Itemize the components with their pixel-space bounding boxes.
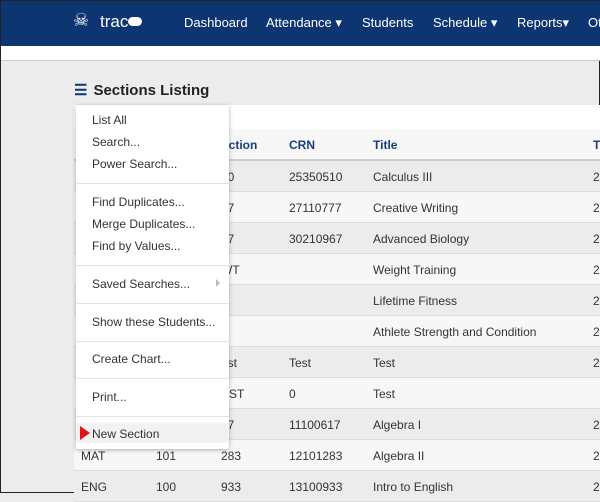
cell-t: 2 — [593, 294, 600, 308]
cell-title: Advanced Biology — [373, 232, 470, 246]
menu-divider — [76, 303, 229, 304]
cell-crn: 0 — [289, 387, 296, 401]
cell-c1: ENG — [81, 480, 108, 494]
menu-list-all[interactable]: List All — [92, 113, 127, 127]
cell-crn: 12101283 — [289, 449, 343, 463]
page-title: ☰ Sections Listing — [74, 81, 209, 99]
trac-logo-icon[interactable]: ☠ — [73, 10, 90, 30]
cell-t: 2 — [593, 170, 600, 184]
cell-c2: 100 — [156, 480, 177, 494]
menu-divider — [76, 341, 229, 342]
cell-title: Test — [373, 387, 396, 401]
col-crn[interactable]: CRN — [289, 138, 315, 152]
page-title-text: Sections Listing — [93, 82, 210, 99]
cell-t: 2 — [593, 232, 600, 246]
sub-header — [1, 46, 600, 61]
cell-title: Athlete Strength and Condition — [373, 325, 537, 339]
cell-title: Weight Training — [373, 263, 457, 277]
menu-divider — [76, 378, 229, 379]
nav-schedule[interactable]: Schedule ▾ — [433, 15, 498, 30]
menu-saved-searches[interactable]: Saved Searches... — [92, 277, 191, 291]
menu-divider — [76, 183, 229, 184]
cell-t: 2 — [593, 356, 600, 370]
cloud-icon — [128, 17, 143, 26]
menu-power-search[interactable]: Power Search... — [92, 157, 178, 171]
menu-find-duplicates[interactable]: Find Duplicates... — [92, 195, 185, 209]
cell-t: 2 — [593, 201, 600, 215]
menu-create-chart[interactable]: Create Chart... — [92, 352, 171, 366]
cell-title: Lifetime Fitness — [373, 294, 458, 308]
menu-search[interactable]: Search... — [92, 135, 141, 149]
cell-title: Creative Writing — [373, 201, 459, 215]
submenu-arrow-icon — [216, 279, 220, 287]
menu-divider — [76, 265, 229, 266]
cell-title: Test — [373, 356, 396, 370]
nav-reports[interactable]: Reports▾ — [517, 15, 570, 30]
cell-section: 933 — [221, 480, 242, 494]
nav-other[interactable]: Ot — [588, 15, 600, 30]
nav-students[interactable]: Students — [362, 15, 414, 30]
cell-t: 2 — [593, 325, 600, 339]
menu-highlight — [76, 423, 229, 443]
cell-section: 283 — [221, 449, 242, 463]
cell-crn: 11100617 — [289, 418, 341, 432]
cell-title: Calculus III — [373, 170, 433, 184]
top-nav: ☠ trac Dashboard Attendance ▾ Students S… — [1, 1, 600, 46]
brand-text: trac — [100, 12, 129, 31]
brand[interactable]: trac — [100, 12, 143, 32]
menu-divider — [76, 416, 229, 417]
cell-t: 2 — [593, 449, 600, 463]
menu-find-by-values[interactable]: Find by Values... — [92, 239, 181, 253]
cell-crn: 27110777 — [289, 201, 342, 215]
cell-title: Intro to English — [373, 480, 454, 494]
nav-attendance[interactable]: Attendance ▾ — [266, 15, 342, 30]
table-row[interactable]: ENG 100 933 13100933 Intro to English 2 — [74, 471, 600, 502]
menu-print[interactable]: Print... — [92, 390, 127, 404]
cell-t: 2 — [593, 480, 600, 494]
cell-crn: 13100933 — [289, 480, 343, 494]
menu-show-students[interactable]: Show these Students... — [92, 315, 216, 329]
menu-merge-duplicates[interactable]: Merge Duplicates... — [92, 217, 196, 231]
cell-crn: Test — [289, 356, 312, 370]
table-row[interactable]: MAT 101 283 12101283 Algebra II 2 — [74, 440, 600, 471]
col-t[interactable]: T — [593, 138, 600, 152]
col-title[interactable]: Title — [373, 138, 398, 152]
cell-t: 2 — [593, 263, 600, 277]
cell-crn: 25350510 — [289, 170, 343, 184]
cell-title: Algebra I — [373, 418, 422, 432]
menu-new-section[interactable]: New Section — [92, 427, 160, 441]
cell-title: Algebra II — [373, 449, 425, 463]
hamburger-menu-icon[interactable]: ☰ — [74, 82, 88, 99]
cell-c1: MAT — [81, 449, 106, 463]
nav-dashboard[interactable]: Dashboard — [184, 15, 248, 30]
pointer-arrow-icon — [80, 426, 90, 440]
cell-crn: 30210967 — [289, 232, 343, 246]
cell-t: 2 — [593, 418, 600, 432]
sections-dropdown-menu: List All Search... Power Search... Find … — [76, 105, 229, 449]
cell-c2: 101 — [156, 449, 177, 463]
